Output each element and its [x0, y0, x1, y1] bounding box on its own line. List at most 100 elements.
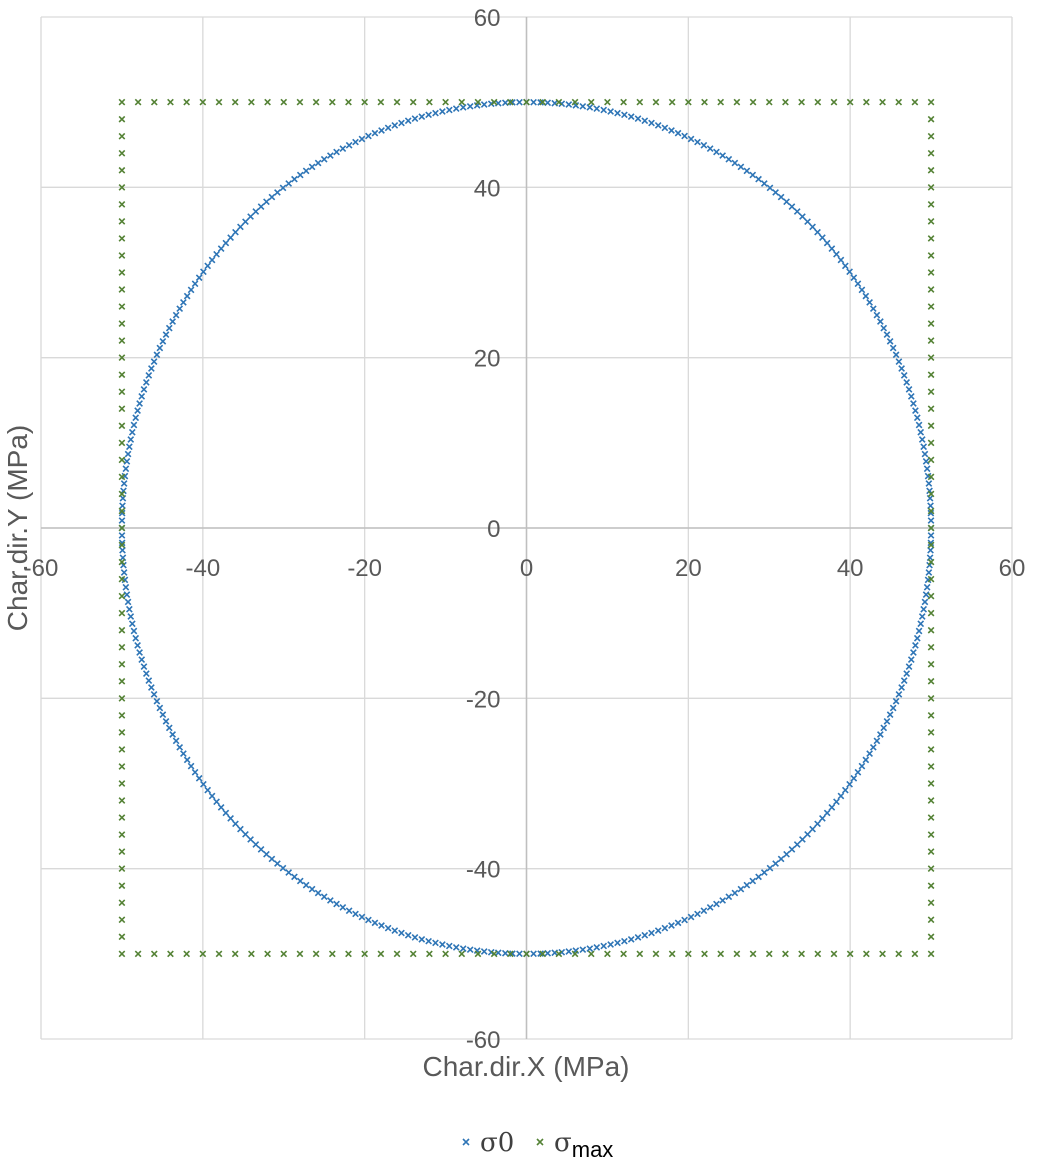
data-point-sigma0	[142, 378, 150, 386]
data-point-sigma0	[138, 393, 146, 400]
data-point-sigmamax	[652, 98, 660, 106]
axes	[41, 17, 1012, 1039]
data-point-sigmamax	[604, 950, 611, 958]
data-point-sigmamax	[927, 201, 935, 208]
data-point-sigma0	[136, 400, 143, 407]
data-point-sigmamax	[296, 950, 304, 958]
data-point-sigma0	[119, 502, 126, 510]
data-point-sigma0	[247, 213, 254, 220]
data-point-sigmamax	[927, 899, 935, 907]
data-point-sigma0	[749, 877, 757, 885]
data-point-sigma0	[257, 846, 265, 853]
data-point-sigma0	[586, 104, 594, 111]
data-point-sigma0	[700, 141, 708, 149]
data-point-sigma0	[661, 924, 669, 932]
data-point-sigmamax	[118, 609, 126, 617]
data-point-sigmamax	[409, 950, 417, 958]
data-point-sigma0	[895, 358, 903, 365]
data-point-sigma0	[654, 122, 662, 129]
data-point-sigma0	[153, 697, 161, 705]
data-point-sigmamax	[539, 98, 547, 106]
data-point-sigma0	[445, 106, 453, 114]
data-point-sigma0	[127, 436, 135, 443]
data-point-sigma0	[777, 193, 785, 201]
data-point-sigmamax	[393, 98, 401, 106]
data-point-sigmamax	[636, 98, 644, 106]
data-point-sigmamax	[118, 558, 126, 566]
data-point-sigma0	[706, 145, 714, 152]
data-point-sigma0	[737, 885, 745, 893]
data-point-sigma0	[915, 421, 923, 429]
data-point-sigma0	[923, 465, 931, 473]
data-point-sigmamax	[118, 320, 126, 327]
data-point-sigmamax	[927, 712, 935, 719]
data-point-sigma0	[176, 305, 184, 313]
data-point-sigmamax	[555, 950, 563, 958]
y-axis-title: Char.dir.Y (MPa)	[2, 425, 33, 631]
data-point-sigmamax	[927, 303, 935, 310]
data-point-sigma0	[439, 941, 446, 948]
y-tick-label: -60	[466, 1027, 501, 1054]
data-point-sigma0	[819, 815, 826, 822]
data-point-sigmamax	[312, 950, 320, 958]
data-point-sigma0	[862, 756, 870, 764]
data-point-sigma0	[378, 127, 385, 134]
data-point-sigmamax	[927, 388, 935, 396]
data-point-sigma0	[308, 885, 316, 893]
data-point-sigma0	[176, 743, 184, 751]
data-point-sigma0	[466, 102, 474, 110]
data-point-sigma0	[668, 922, 675, 929]
data-point-sigma0	[232, 228, 239, 236]
data-point-sigmamax	[927, 609, 935, 617]
data-point-sigmamax	[927, 558, 935, 566]
data-point-sigma0	[910, 649, 917, 656]
data-point-sigma0	[586, 945, 594, 952]
data-point-sigmamax	[118, 899, 126, 907]
data-point-sigma0	[425, 937, 432, 945]
data-point-sigma0	[439, 108, 446, 115]
data-point-sigma0	[391, 122, 399, 129]
data-point-sigma0	[918, 436, 926, 443]
data-point-sigmamax	[118, 201, 126, 208]
data-point-sigma0	[156, 344, 164, 352]
data-point-sigma0	[516, 98, 523, 106]
data-point-sigma0	[257, 203, 265, 210]
data-point-sigmamax	[393, 950, 401, 958]
data-point-sigmamax	[571, 98, 579, 106]
data-point-sigma0	[217, 804, 225, 811]
data-point-sigma0	[905, 663, 913, 671]
data-point-sigma0	[365, 132, 372, 140]
data-point-sigma0	[358, 135, 366, 143]
data-point-sigma0	[432, 109, 439, 117]
data-point-sigmamax	[118, 507, 126, 515]
data-point-sigma0	[227, 234, 234, 241]
data-point-sigmamax	[927, 746, 935, 753]
data-point-sigmamax	[442, 950, 449, 958]
data-point-sigma0	[122, 465, 130, 473]
data-point-sigma0	[621, 111, 628, 119]
data-point-sigmamax	[328, 950, 336, 958]
data-point-sigmamax	[927, 320, 935, 327]
data-point-sigma0	[634, 115, 642, 123]
data-point-sigma0	[165, 324, 173, 332]
data-point-sigma0	[915, 627, 923, 635]
data-point-sigma0	[530, 950, 537, 958]
data-point-sigmamax	[814, 98, 822, 106]
data-point-sigmamax	[927, 98, 935, 106]
data-point-sigmamax	[215, 98, 223, 106]
data-point-sigmamax	[118, 252, 126, 259]
data-point-sigma0	[674, 919, 682, 927]
data-point-sigma0	[326, 897, 334, 904]
data-point-sigma0	[918, 613, 926, 620]
data-point-sigma0	[614, 939, 621, 947]
data-point-sigma0	[905, 385, 913, 393]
data-point-sigmamax	[409, 98, 417, 106]
data-point-sigma0	[537, 950, 544, 957]
data-point-sigma0	[125, 443, 133, 451]
data-point-sigmamax	[118, 865, 126, 873]
data-point-sigma0	[719, 152, 727, 159]
data-point-sigma0	[384, 924, 392, 932]
data-point-sigma0	[339, 904, 347, 911]
data-point-sigma0	[900, 372, 908, 379]
data-point-sigma0	[148, 684, 155, 691]
